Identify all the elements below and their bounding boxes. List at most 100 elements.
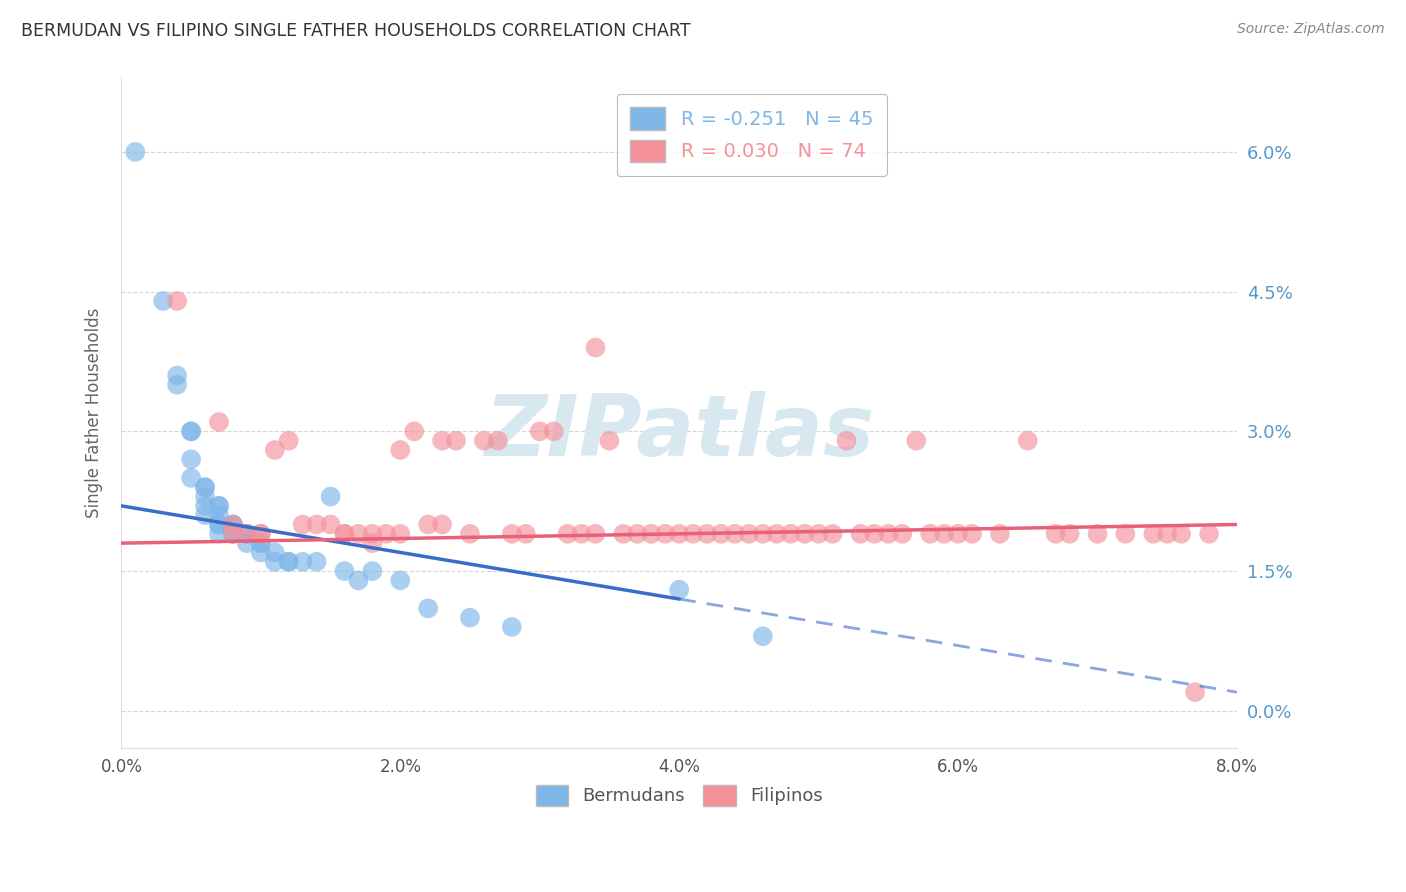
Point — [333, 564, 356, 578]
Point — [486, 434, 509, 448]
Point — [515, 526, 537, 541]
Point — [849, 526, 872, 541]
Point — [863, 526, 886, 541]
Point — [724, 526, 747, 541]
Point — [249, 536, 271, 550]
Point — [194, 490, 217, 504]
Point — [988, 526, 1011, 541]
Point — [208, 415, 231, 429]
Point — [152, 293, 174, 308]
Point — [319, 517, 342, 532]
Point — [347, 574, 370, 588]
Point — [557, 526, 579, 541]
Point — [208, 526, 231, 541]
Point — [180, 425, 202, 439]
Legend: Bermudans, Filipinos: Bermudans, Filipinos — [529, 778, 830, 813]
Point — [444, 434, 467, 448]
Point — [305, 517, 328, 532]
Point — [236, 526, 259, 541]
Point — [194, 499, 217, 513]
Point — [1087, 526, 1109, 541]
Point — [263, 545, 285, 559]
Text: BERMUDAN VS FILIPINO SINGLE FATHER HOUSEHOLDS CORRELATION CHART: BERMUDAN VS FILIPINO SINGLE FATHER HOUSE… — [21, 22, 690, 40]
Point — [905, 434, 928, 448]
Point — [458, 526, 481, 541]
Point — [222, 526, 245, 541]
Point — [1059, 526, 1081, 541]
Point — [877, 526, 900, 541]
Point — [305, 555, 328, 569]
Point — [180, 425, 202, 439]
Point — [277, 434, 299, 448]
Point — [249, 526, 271, 541]
Point — [418, 517, 440, 532]
Point — [710, 526, 733, 541]
Point — [333, 526, 356, 541]
Point — [779, 526, 801, 541]
Point — [361, 536, 384, 550]
Point — [752, 629, 775, 643]
Point — [626, 526, 648, 541]
Point — [891, 526, 914, 541]
Point — [319, 490, 342, 504]
Point — [208, 499, 231, 513]
Point — [738, 526, 761, 541]
Point — [180, 452, 202, 467]
Point — [222, 526, 245, 541]
Point — [222, 526, 245, 541]
Point — [1184, 685, 1206, 699]
Point — [1045, 526, 1067, 541]
Point — [585, 526, 607, 541]
Point — [166, 377, 188, 392]
Text: Source: ZipAtlas.com: Source: ZipAtlas.com — [1237, 22, 1385, 37]
Point — [236, 536, 259, 550]
Point — [430, 434, 453, 448]
Point — [668, 582, 690, 597]
Point — [166, 293, 188, 308]
Point — [208, 517, 231, 532]
Point — [654, 526, 676, 541]
Point — [361, 564, 384, 578]
Point — [934, 526, 956, 541]
Point — [946, 526, 969, 541]
Point — [821, 526, 844, 541]
Point — [347, 526, 370, 541]
Point — [277, 555, 299, 569]
Point — [612, 526, 634, 541]
Point — [194, 480, 217, 494]
Point — [166, 368, 188, 383]
Point — [208, 508, 231, 523]
Point — [807, 526, 830, 541]
Y-axis label: Single Father Households: Single Father Households — [86, 308, 103, 518]
Point — [585, 341, 607, 355]
Point — [598, 434, 620, 448]
Point — [1142, 526, 1164, 541]
Point — [835, 434, 858, 448]
Point — [696, 526, 718, 541]
Point — [1170, 526, 1192, 541]
Point — [236, 526, 259, 541]
Point — [1198, 526, 1220, 541]
Point — [501, 526, 523, 541]
Point — [263, 442, 285, 457]
Point — [361, 526, 384, 541]
Point — [291, 517, 314, 532]
Point — [404, 425, 426, 439]
Point — [640, 526, 662, 541]
Point — [389, 442, 412, 457]
Point — [236, 526, 259, 541]
Point — [793, 526, 815, 541]
Point — [1017, 434, 1039, 448]
Point — [208, 499, 231, 513]
Point — [375, 526, 398, 541]
Point — [543, 425, 565, 439]
Point — [263, 555, 285, 569]
Point — [571, 526, 593, 541]
Point — [389, 574, 412, 588]
Point — [208, 517, 231, 532]
Point — [1114, 526, 1136, 541]
Point — [765, 526, 787, 541]
Point — [277, 555, 299, 569]
Text: ZIPatlas: ZIPatlas — [484, 392, 875, 475]
Point — [333, 526, 356, 541]
